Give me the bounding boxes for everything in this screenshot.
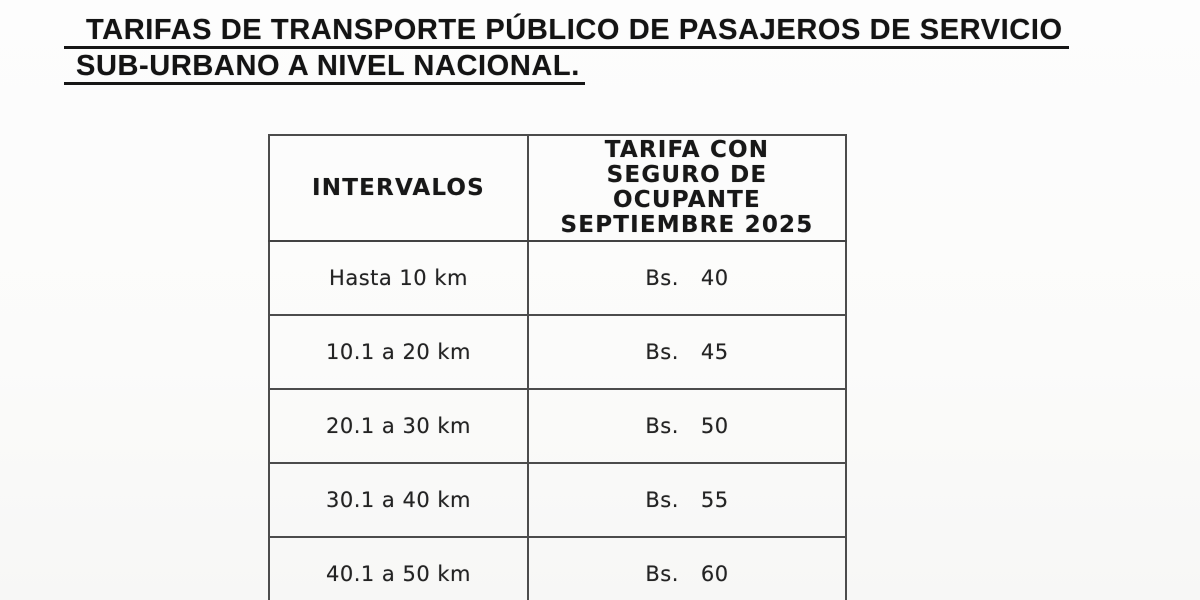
fare-cell: Bs. 40 (527, 240, 847, 316)
table-row: 20.1 a 30 km Bs. 50 (268, 388, 847, 464)
currency-label: Bs. (645, 340, 679, 364)
table-row: 40.1 a 50 km Bs. 60 (268, 536, 847, 600)
currency-label: Bs. (645, 266, 679, 290)
currency-label: Bs. (645, 414, 679, 438)
fare-amount: 55 (700, 488, 729, 512)
interval-cell: 20.1 a 30 km (268, 388, 529, 464)
fare-amount: 60 (700, 562, 729, 586)
page-title-line1: TARIFAS DE TRANSPORTE PÚBLICO DE PASAJER… (64, 15, 1069, 49)
fare-cell: Bs. 50 (527, 388, 847, 464)
fare-cell: Bs. 45 (527, 314, 847, 390)
interval-cell: 40.1 a 50 km (268, 536, 529, 600)
table-row: Hasta 10 km Bs. 40 (268, 240, 847, 316)
interval-cell: Hasta 10 km (268, 240, 529, 316)
page-title-line2: SUB-URBANO A NIVEL NACIONAL. (64, 51, 585, 85)
tariff-table: INTERVALOS TARIFA CON SEGURO DE OCUPANTE… (268, 134, 847, 600)
currency-label: Bs. (645, 562, 679, 586)
fare-amount: 40 (700, 266, 729, 290)
currency-label: Bs. (645, 488, 679, 512)
interval-cell: 30.1 a 40 km (268, 462, 529, 538)
tariff-column-header: TARIFA CON SEGURO DE OCUPANTE SEPTIEMBRE… (527, 134, 847, 242)
fare-amount: 45 (700, 340, 729, 364)
fare-cell: Bs. 55 (527, 462, 847, 538)
fare-cell: Bs. 60 (527, 536, 847, 600)
table-row: 10.1 a 20 km Bs. 45 (268, 314, 847, 390)
intervals-column-header: INTERVALOS (268, 134, 529, 242)
tariff-table-header: INTERVALOS TARIFA CON SEGURO DE OCUPANTE… (268, 134, 847, 242)
interval-cell: 10.1 a 20 km (268, 314, 529, 390)
header-row: INTERVALOS TARIFA CON SEGURO DE OCUPANTE… (268, 134, 847, 242)
tariff-table-body: Hasta 10 km Bs. 40 10.1 a 20 km Bs. 45 2… (268, 240, 847, 600)
fare-amount: 50 (700, 414, 729, 438)
table-row: 30.1 a 40 km Bs. 55 (268, 462, 847, 538)
page-title: TARIFAS DE TRANSPORTE PÚBLICO DE PASAJER… (64, 15, 1069, 85)
